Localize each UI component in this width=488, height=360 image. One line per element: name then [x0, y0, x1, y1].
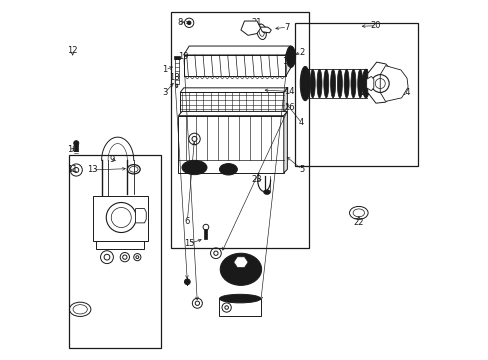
Ellipse shape	[357, 69, 362, 98]
Ellipse shape	[219, 294, 260, 303]
Text: 10: 10	[67, 145, 78, 154]
Text: 5: 5	[299, 165, 304, 174]
Text: 11: 11	[67, 166, 78, 175]
Circle shape	[184, 279, 190, 285]
Polygon shape	[178, 116, 283, 173]
Bar	[74, 144, 78, 151]
Ellipse shape	[219, 163, 237, 175]
Text: 25: 25	[360, 88, 370, 97]
Bar	[137, 212, 143, 219]
Ellipse shape	[309, 69, 315, 98]
Bar	[171, 12, 308, 248]
Text: 14: 14	[284, 87, 294, 96]
Bar	[204, 229, 207, 239]
Text: 24: 24	[399, 88, 409, 97]
Text: 22: 22	[353, 219, 364, 228]
Polygon shape	[135, 208, 146, 223]
Text: 17: 17	[282, 57, 292, 66]
Polygon shape	[183, 46, 290, 55]
Ellipse shape	[344, 69, 348, 98]
Polygon shape	[178, 111, 287, 116]
Text: 8: 8	[177, 18, 183, 27]
Polygon shape	[366, 76, 373, 91]
Text: 9: 9	[109, 155, 115, 164]
Circle shape	[187, 21, 190, 24]
Polygon shape	[180, 93, 283, 112]
Text: 3: 3	[162, 88, 167, 97]
Bar	[175, 59, 179, 84]
Bar	[174, 56, 180, 59]
Polygon shape	[260, 27, 271, 33]
Text: 23: 23	[251, 175, 262, 184]
Polygon shape	[180, 88, 287, 93]
Ellipse shape	[323, 69, 328, 98]
Polygon shape	[283, 111, 287, 173]
Polygon shape	[183, 55, 285, 76]
Text: 7: 7	[284, 23, 289, 32]
Polygon shape	[241, 21, 260, 35]
Ellipse shape	[330, 69, 335, 98]
Text: 1: 1	[162, 66, 167, 75]
Ellipse shape	[300, 66, 309, 101]
Text: 20: 20	[370, 21, 381, 30]
Polygon shape	[285, 46, 290, 76]
Ellipse shape	[362, 69, 369, 98]
Polygon shape	[93, 196, 148, 241]
Polygon shape	[219, 298, 260, 316]
Bar	[294, 23, 417, 166]
Polygon shape	[96, 241, 144, 249]
Ellipse shape	[285, 46, 295, 67]
Polygon shape	[283, 88, 287, 112]
Circle shape	[74, 141, 79, 146]
Ellipse shape	[350, 69, 355, 98]
Ellipse shape	[263, 190, 270, 194]
Text: 13: 13	[87, 166, 98, 175]
Text: 6: 6	[184, 217, 190, 226]
Text: 16: 16	[283, 103, 294, 112]
Ellipse shape	[303, 69, 308, 98]
Ellipse shape	[182, 160, 206, 175]
Ellipse shape	[220, 253, 261, 285]
Text: 4: 4	[299, 118, 304, 127]
Text: 19: 19	[178, 52, 189, 61]
Text: 12: 12	[67, 46, 78, 55]
Polygon shape	[233, 257, 247, 267]
Ellipse shape	[316, 69, 322, 98]
Text: 21: 21	[251, 18, 262, 27]
Ellipse shape	[337, 69, 342, 98]
Polygon shape	[380, 66, 407, 102]
Text: 2: 2	[299, 48, 304, 57]
Text: 18: 18	[169, 73, 180, 82]
Polygon shape	[367, 62, 392, 103]
Text: 15: 15	[183, 239, 194, 248]
Bar	[69, 155, 160, 348]
